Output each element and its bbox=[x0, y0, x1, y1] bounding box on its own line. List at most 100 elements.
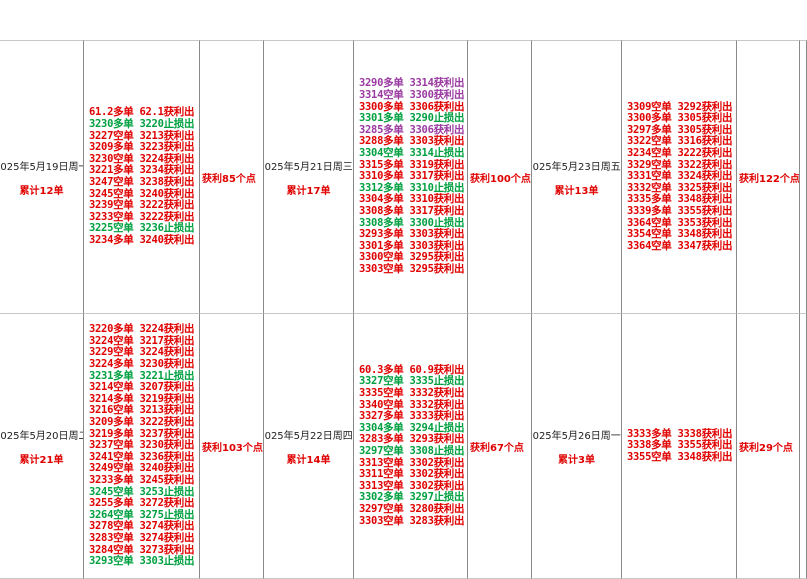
profit-cell: 获利29个点 bbox=[737, 314, 800, 579]
trade: 3230多单 3220止损出 bbox=[89, 118, 195, 131]
date: 2025年5月21日周三 bbox=[264, 161, 353, 173]
empty-cell bbox=[800, 314, 807, 579]
trade: 3300多单 3305获利出 bbox=[627, 112, 733, 125]
trade: 3220多单 3224获利出 bbox=[89, 323, 195, 336]
trade: 3340空单 3332获利出 bbox=[359, 398, 465, 411]
trade: 3297多单 3305获利出 bbox=[627, 123, 733, 136]
trade-list: 3309空单 3292获利出 3300多单 3305获利出 3297多单 3305获… bbox=[622, 101, 736, 253]
trade: 3311空单 3302获利出 bbox=[359, 468, 465, 481]
trade: 3255多单 3272获利出 bbox=[89, 497, 195, 510]
profit: 获利103个点 bbox=[202, 442, 263, 454]
date-cell: 2025年5月26日周一 累计3单 bbox=[532, 314, 622, 579]
date: 2025年5月20日周二 bbox=[0, 430, 84, 442]
trade: 3290多单 3314获利出 bbox=[359, 77, 465, 90]
order-count: 累计13单 bbox=[554, 185, 599, 197]
trade: 3230空单 3224获利出 bbox=[89, 152, 195, 165]
trade: 3335空单 3332获利出 bbox=[359, 387, 465, 400]
profit: 获利29个点 bbox=[739, 442, 793, 454]
trade: 3283空单 3274获利出 bbox=[89, 531, 195, 544]
trade: 3313空单 3302获利出 bbox=[359, 479, 465, 492]
trade: 3285多单 3306获利出 bbox=[359, 123, 465, 136]
profit: 获利100个点 bbox=[470, 173, 531, 185]
trade: 3308多单 3317获利出 bbox=[359, 204, 465, 217]
trade: 3293空单 3303止损出 bbox=[89, 555, 195, 568]
trade: 3233空单 3222获利出 bbox=[89, 210, 195, 223]
trade: 3304多单 3310获利出 bbox=[359, 193, 465, 206]
trade: 3293多单 3303获利出 bbox=[359, 228, 465, 241]
trade: 3234空单 3222获利出 bbox=[627, 147, 733, 160]
trade-list: 61.2多单 62.1获利出 3230多单 3220止损出 3227空单 3213获… bbox=[84, 107, 199, 246]
trade: 3245空单 3253止损出 bbox=[89, 485, 195, 498]
trade: 3229空单 3224获利出 bbox=[89, 346, 195, 359]
order-count: 累计14单 bbox=[286, 454, 331, 466]
trades-cell: 60.3多单 60.9获利出 3327空单 3335止损出 3335空单 3332获… bbox=[354, 314, 468, 579]
trade: 3312多单 3310止损出 bbox=[359, 181, 465, 194]
profit-cell: 获利67个点 bbox=[468, 314, 532, 579]
trade: 3239空单 3222获利出 bbox=[89, 199, 195, 212]
trade: 3245空单 3240获利出 bbox=[89, 187, 195, 200]
profit-cell: 获利103个点 bbox=[200, 314, 264, 579]
trade: 3327多单 3333获利出 bbox=[359, 410, 465, 423]
trade: 3304空单 3314止损出 bbox=[359, 147, 465, 160]
empty-cell bbox=[800, 40, 807, 314]
date-cell: 2025年5月20日周二累计21单 bbox=[0, 314, 84, 579]
trade: 3219多单 3237获利出 bbox=[89, 427, 195, 440]
profit: 获利85个点 bbox=[202, 173, 256, 185]
trade: 3225空单 3236止损出 bbox=[89, 222, 195, 235]
profit-cell: 获利100个点 bbox=[468, 40, 532, 314]
date-cell: 2025年5月21日周三 累计17单 bbox=[264, 40, 354, 314]
trade: 3234多单 3240获利出 bbox=[89, 233, 195, 246]
trade: 3364空单 3347获利出 bbox=[627, 239, 733, 252]
trade: 3331空单 3324获利出 bbox=[627, 170, 733, 183]
trade: 3355空单 3348获利出 bbox=[627, 450, 733, 463]
date-cell: 2025年5月23日周五 累计13单 bbox=[532, 40, 622, 314]
order-count: 累计17单 bbox=[286, 185, 331, 197]
trade: 3327空单 3335止损出 bbox=[359, 375, 465, 388]
trade: 60.3多单 60.9获利出 bbox=[359, 363, 465, 376]
trade: 3338多单 3355获利出 bbox=[627, 439, 733, 452]
trade: 3364空单 3353获利出 bbox=[627, 216, 733, 229]
trade: 3233多单 3245获利出 bbox=[89, 473, 195, 486]
trade: 3297空单 3308止损出 bbox=[359, 445, 465, 457]
trade: 3310多单 3317获利出 bbox=[359, 170, 465, 183]
trade: 3221多单 3234获利出 bbox=[89, 164, 195, 177]
trade: 3302多单 3297止损出 bbox=[359, 491, 465, 504]
trade: 3300空单 3295获利出 bbox=[359, 251, 465, 264]
date-cell: 2025年5月19日周一累计12单 bbox=[0, 40, 84, 314]
trade: 3288多单 3303获利出 bbox=[359, 135, 465, 148]
order-count: 累计3单 bbox=[558, 454, 595, 466]
trade-list: 3220多单 3224获利出 3224空单 3217获利出 3229空单 3224获… bbox=[84, 324, 199, 567]
trade: 3227空单 3213获利出 bbox=[89, 129, 195, 142]
trades-cell: 3290多单 3314获利出 3314空单 3300获利出 3300多单 3306获… bbox=[354, 40, 468, 314]
trade-list: 3290多单 3314获利出 3314空单 3300获利出 3300多单 3306获… bbox=[354, 78, 467, 275]
trade: 3329空单 3322获利出 bbox=[627, 158, 733, 171]
trade: 3214多单 3219获利出 bbox=[89, 392, 195, 405]
profit: 获利122个点 bbox=[739, 173, 800, 185]
trade-list: 3333多单 3338获利出 3338多单 3355获利出 3355空单 3348获… bbox=[622, 427, 736, 464]
trade: 3339多单 3355获利出 bbox=[627, 204, 733, 217]
trade: 3335多单 3348获利出 bbox=[627, 193, 733, 206]
date-cell: 2025年5月22日周四 累计14单 bbox=[264, 314, 354, 579]
trade: 3209多单 3222获利出 bbox=[89, 416, 195, 429]
date: 2025年5月22日周四 bbox=[264, 430, 353, 442]
profit-cell: 获利85个点 bbox=[200, 40, 264, 314]
trade: 3304多单 3294止损出 bbox=[359, 421, 465, 434]
trade: 3314空单 3300获利出 bbox=[359, 89, 465, 102]
trade-list: 60.3多单 60.9获利出 3327空单 3335止损出 3335空单 3332获… bbox=[354, 363, 467, 527]
trade: 3283多单 3293获利出 bbox=[359, 433, 465, 446]
trade: 3301多单 3290止损出 bbox=[359, 112, 465, 125]
trade: 3224空单 3217获利出 bbox=[89, 334, 195, 347]
trade: 3278空单 3274获利出 bbox=[89, 520, 195, 533]
trade: 3313空单 3302获利出 bbox=[359, 456, 465, 469]
order-count: 累计21单 bbox=[19, 454, 64, 466]
trade: 3322空单 3316获利出 bbox=[627, 135, 733, 148]
trade: 3231多单 3221止损出 bbox=[89, 369, 195, 382]
trade: 3333多单 3338获利出 bbox=[627, 427, 733, 440]
date: 2025年5月19日周一 bbox=[0, 161, 84, 173]
trade: 3284空单 3273获利出 bbox=[89, 543, 195, 556]
trade: 3249空单 3240获利出 bbox=[89, 462, 195, 475]
date: 2025年5月26日周一 bbox=[532, 430, 621, 442]
trade: 3303空单 3283获利出 bbox=[359, 514, 465, 527]
trade: 3301多单 3303获利出 bbox=[359, 239, 465, 252]
trade: 61.2多单 62.1获利出 bbox=[89, 106, 195, 119]
